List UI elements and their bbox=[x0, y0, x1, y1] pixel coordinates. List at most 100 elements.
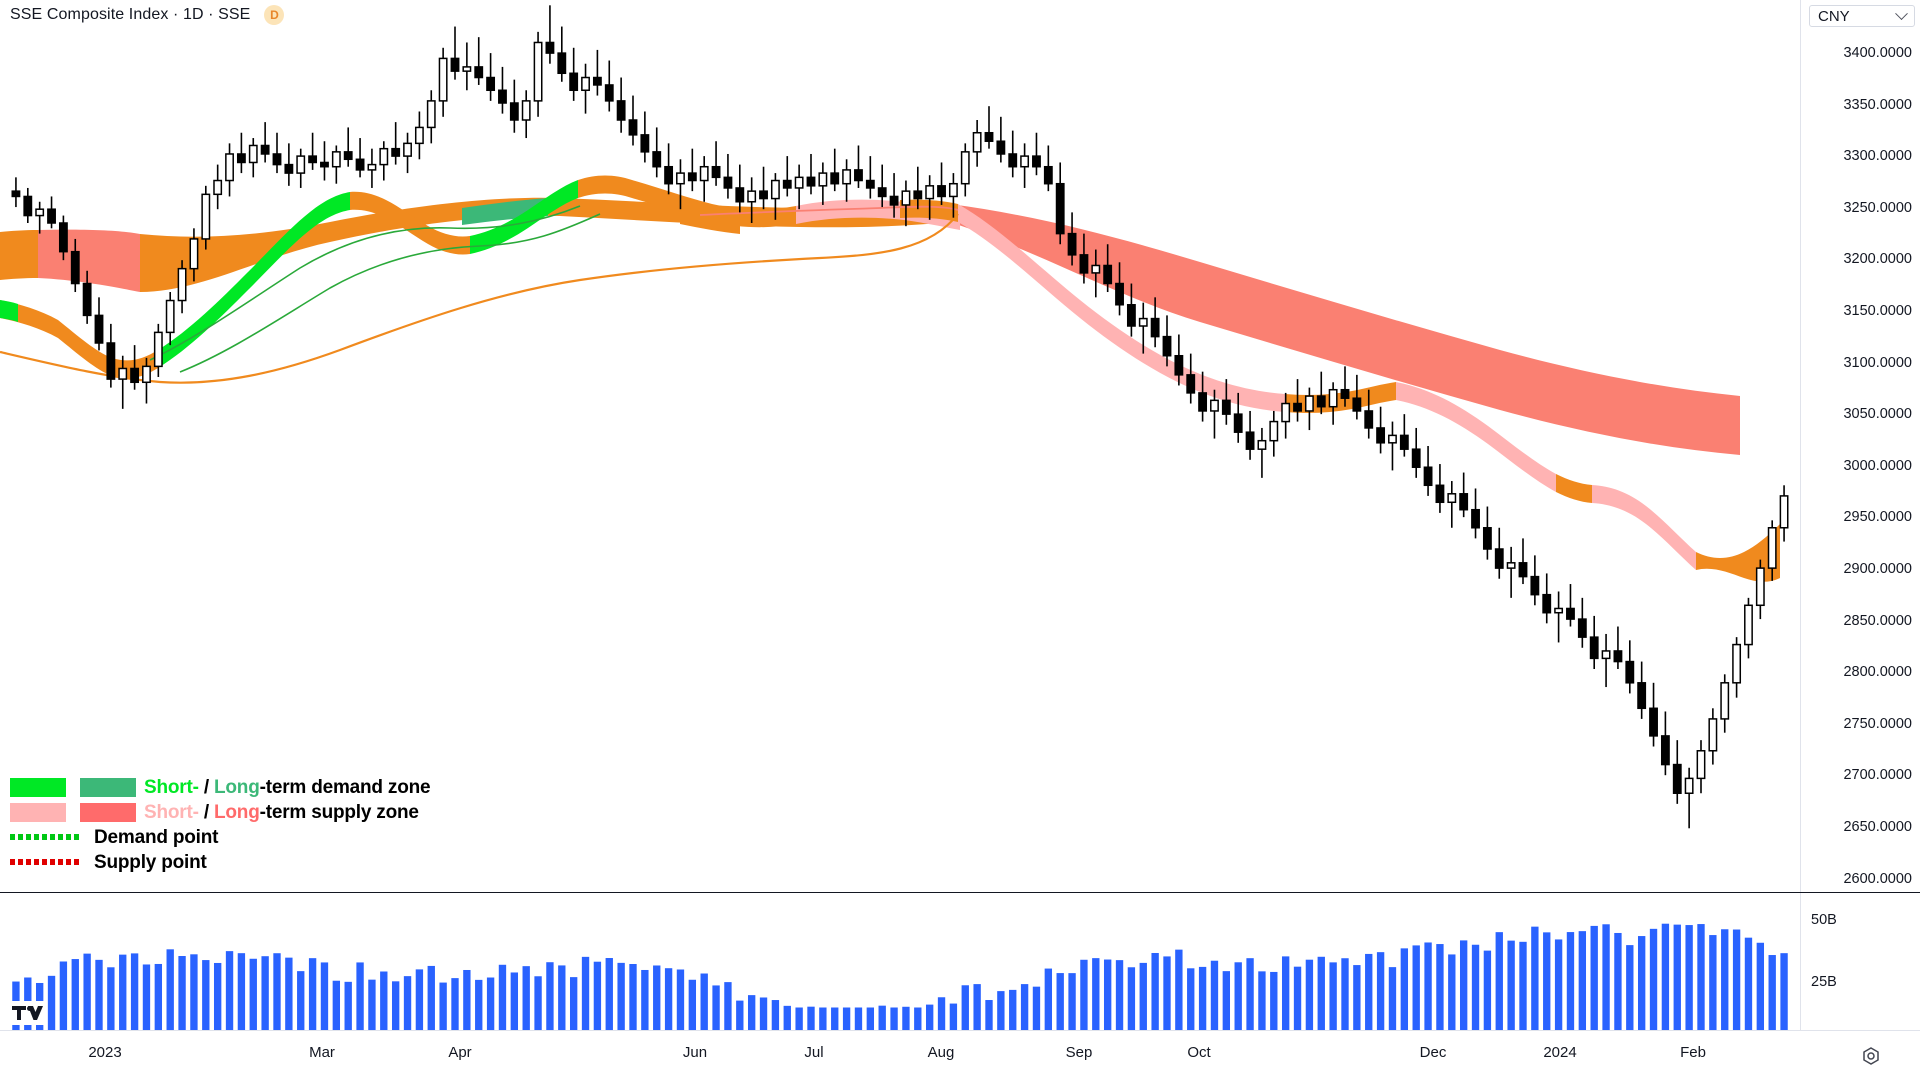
candlestick bbox=[1447, 481, 1457, 528]
short-term-supply-zone-c bbox=[1592, 485, 1696, 570]
volume-chart-pane[interactable] bbox=[0, 893, 1800, 1030]
candlestick bbox=[1542, 573, 1552, 624]
candlestick bbox=[391, 122, 401, 165]
supply-point-line-2 bbox=[699, 205, 959, 216]
pane-separator[interactable] bbox=[0, 892, 1800, 893]
time-tick[interactable]: Jun bbox=[682, 1044, 708, 1061]
short-term-demand-zone-b bbox=[158, 192, 350, 368]
currency-selector[interactable]: CNY bbox=[1809, 5, 1915, 27]
volume-bar bbox=[1281, 956, 1290, 1030]
volume-bar bbox=[237, 953, 246, 1030]
candlestick bbox=[426, 90, 436, 144]
volume-bar bbox=[961, 985, 969, 1030]
supply-zone-short-swatch bbox=[10, 803, 66, 822]
volume-bar bbox=[1471, 944, 1480, 1030]
volume-bar bbox=[688, 979, 697, 1030]
time-axis[interactable]: 2023 Mar Apr Jun Jul Aug Sep Oct Dec 2024 Feb bbox=[0, 1030, 1920, 1080]
candlestick bbox=[201, 185, 211, 250]
volume-bar bbox=[842, 1007, 851, 1030]
demand-point-line bbox=[149, 205, 581, 361]
volume-bar bbox=[949, 1003, 958, 1030]
indicator-legend: Short- / Long-term demand zone Short- / … bbox=[10, 775, 431, 875]
candlestick bbox=[1732, 637, 1742, 698]
volume-bar bbox=[415, 969, 424, 1030]
volume-bar bbox=[463, 969, 471, 1030]
candlestick bbox=[1589, 615, 1599, 669]
demand-point-label: Demand point bbox=[94, 826, 219, 848]
candlestick bbox=[23, 187, 33, 223]
volume-bar bbox=[1626, 945, 1634, 1030]
candlestick bbox=[1601, 633, 1611, 688]
volume-bar bbox=[1305, 959, 1314, 1030]
volume-bar bbox=[902, 1006, 910, 1030]
candlestick bbox=[1210, 389, 1219, 439]
short-term-demand-zone-a bbox=[0, 300, 18, 322]
tradingview-logo[interactable] bbox=[8, 1000, 46, 1026]
time-tick[interactable]: Aug bbox=[927, 1044, 955, 1061]
demand-point-dots bbox=[10, 828, 84, 847]
candlestick bbox=[1269, 410, 1279, 457]
volume-bar bbox=[1258, 971, 1266, 1030]
volume-bar bbox=[759, 997, 768, 1030]
price-tick: 2650.0000 bbox=[1843, 819, 1912, 835]
short-term-demand-zone-c bbox=[470, 180, 578, 254]
volume-bar bbox=[166, 949, 174, 1030]
candlestick bbox=[1577, 597, 1587, 648]
volume-bar bbox=[1293, 966, 1302, 1030]
volume-bar bbox=[119, 954, 127, 1030]
candlestick bbox=[925, 175, 935, 220]
candlestick bbox=[1649, 682, 1658, 747]
candlestick bbox=[118, 355, 128, 409]
volume-bar bbox=[1400, 948, 1409, 1030]
chart-settings-button[interactable] bbox=[1860, 1045, 1882, 1067]
time-tick[interactable]: Dec bbox=[1419, 1044, 1447, 1061]
time-tick[interactable]: Oct bbox=[1187, 1044, 1211, 1061]
candlestick bbox=[1162, 315, 1172, 367]
legend-row-demand-point: Demand point bbox=[10, 825, 430, 850]
supply-zone-long-swatch bbox=[80, 803, 136, 822]
volume-bar bbox=[1614, 932, 1622, 1030]
candlestick bbox=[1186, 353, 1196, 404]
volume-bar bbox=[1092, 958, 1100, 1030]
volume-bar bbox=[1151, 952, 1159, 1030]
candlestick bbox=[1352, 374, 1362, 420]
candlestick bbox=[450, 26, 460, 80]
time-tick[interactable]: Feb bbox=[1680, 1044, 1706, 1061]
candlestick bbox=[818, 162, 828, 205]
time-tick[interactable]: Jul bbox=[804, 1044, 824, 1061]
time-tick[interactable]: 2024 bbox=[1543, 1044, 1577, 1061]
price-tick: 3300.0000 bbox=[1843, 148, 1912, 165]
time-tick[interactable]: Mar bbox=[309, 1044, 335, 1061]
short-term-band-orange-h bbox=[1556, 474, 1592, 503]
candlestick bbox=[854, 145, 863, 188]
symbol-title[interactable]: SSE Composite Index · 1D · SSE bbox=[10, 6, 251, 23]
volume-bar bbox=[451, 978, 459, 1030]
candlestick bbox=[47, 196, 56, 229]
volume-bar bbox=[1673, 924, 1681, 1030]
price-axis[interactable]: CNY 3400.0000 3350.0000 3300.0000 3250.0000… bbox=[1800, 0, 1920, 1080]
volume-bar bbox=[558, 965, 566, 1030]
volume-bar bbox=[1329, 962, 1337, 1030]
time-tick[interactable]: Sep bbox=[1065, 1044, 1093, 1061]
volume-bar bbox=[1780, 953, 1788, 1030]
candlestick bbox=[735, 164, 745, 213]
candlestick bbox=[984, 106, 994, 149]
candlestick bbox=[1708, 708, 1718, 765]
time-tick[interactable]: Apr bbox=[448, 1044, 472, 1061]
volume-bar bbox=[403, 976, 412, 1030]
candlestick bbox=[1257, 427, 1267, 478]
volume-bar bbox=[380, 971, 388, 1030]
time-tick[interactable]: 2023 bbox=[88, 1044, 122, 1061]
candlestick bbox=[308, 132, 318, 170]
volume-bar bbox=[925, 1004, 934, 1030]
volume-bar bbox=[95, 959, 103, 1030]
candlestick bbox=[1281, 392, 1291, 439]
volume-bar bbox=[142, 964, 151, 1030]
volume-bar bbox=[997, 991, 1005, 1030]
candlestick bbox=[782, 156, 792, 197]
price-tick: 2750.0000 bbox=[1843, 715, 1912, 732]
candlestick bbox=[533, 31, 543, 117]
price-chart-pane[interactable] bbox=[0, 0, 1800, 892]
interval-badge[interactable]: D bbox=[264, 5, 285, 25]
long-term-supply-zone-a bbox=[38, 229, 140, 292]
